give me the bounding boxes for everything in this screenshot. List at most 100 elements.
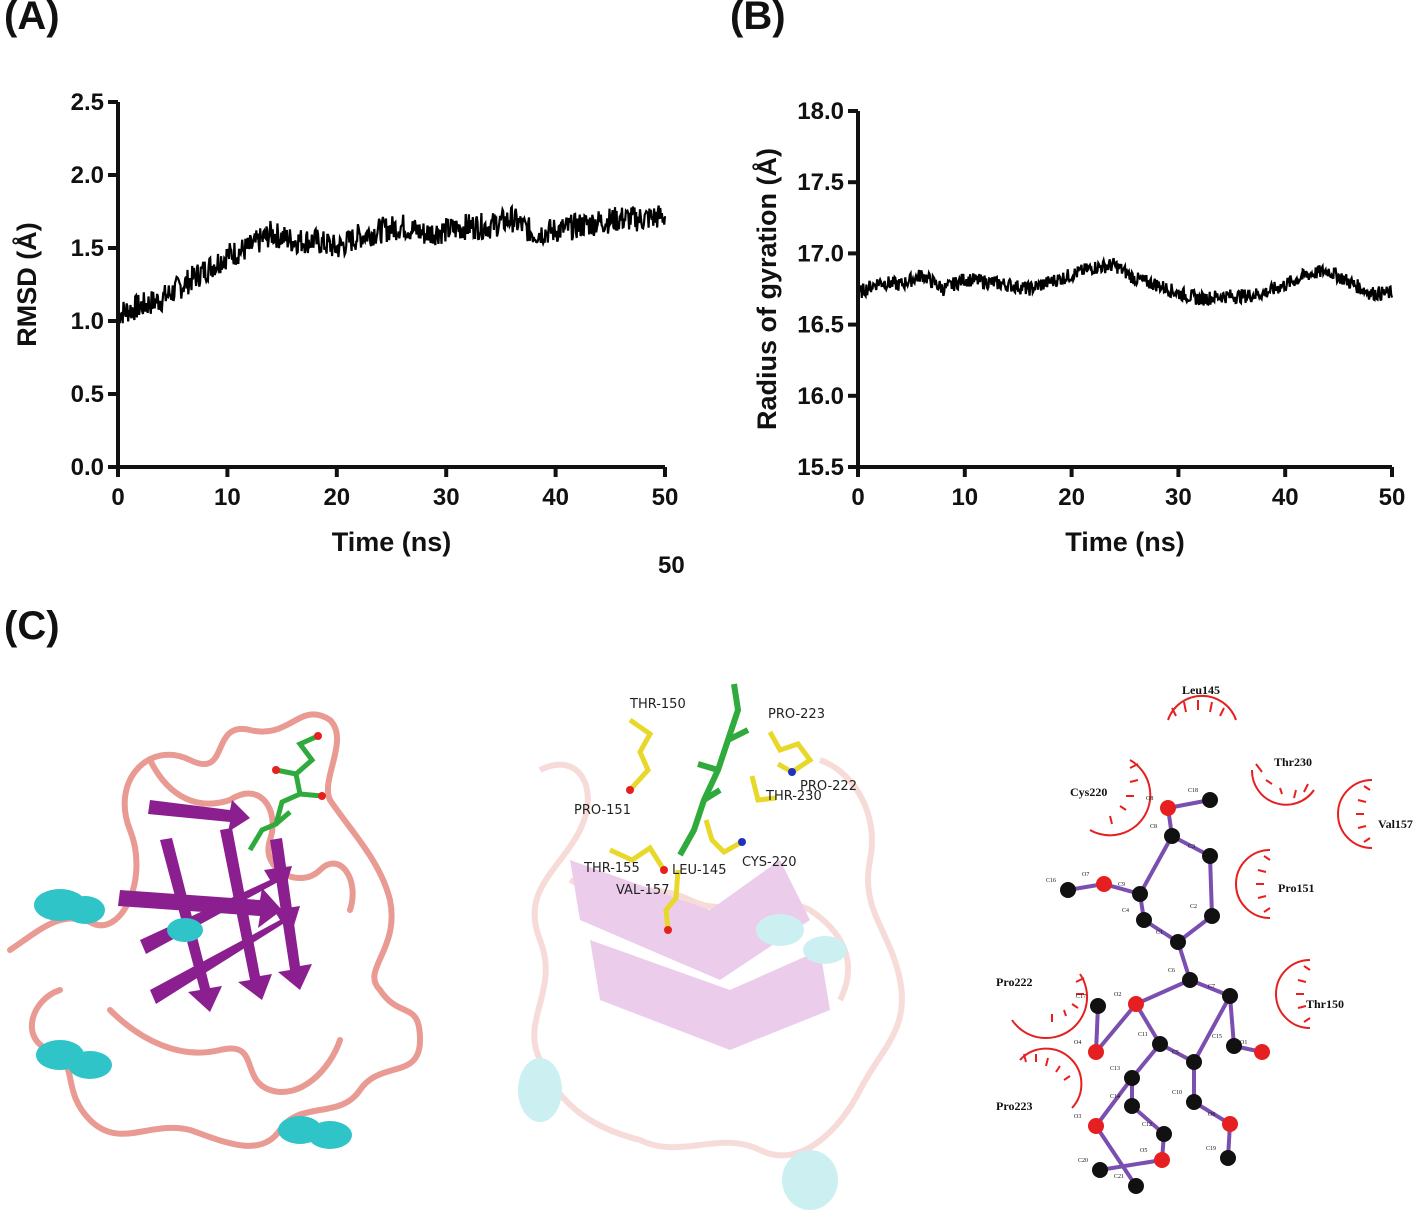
ligand-bond — [1099, 1158, 1163, 1172]
oxygen-atom — [1254, 1044, 1270, 1060]
binding-site-image: THR-150 PRO-223 PRO-222 THR-230 PRO-151 … — [518, 683, 905, 1210]
atom-label: O2 — [1114, 992, 1121, 998]
loop-region — [147, 757, 356, 913]
loop-region — [568, 877, 852, 1002]
atom-label: C15 — [1212, 1034, 1222, 1040]
ligand-bond — [1094, 1124, 1138, 1188]
atom-label: C18 — [1188, 788, 1198, 794]
carbon-atom — [1124, 1098, 1140, 1114]
ligand-sticks — [677, 683, 750, 857]
residue-label: PRO-223 — [768, 707, 825, 722]
residue-label: CYS-220 — [742, 855, 797, 870]
carbon-atom — [1156, 1126, 1172, 1142]
residue-label: THR-155 — [583, 861, 640, 876]
loop-region — [7, 711, 424, 1149]
atom-label: C7 — [1208, 984, 1215, 990]
loop-region — [531, 757, 905, 1159]
atom-label: C10 — [1172, 1090, 1182, 1096]
atom-label: C4 — [1122, 908, 1129, 914]
contact-arc-thr230 — [1250, 763, 1315, 806]
carbon-atom — [1182, 972, 1198, 988]
oxygen-atom — [1088, 1118, 1104, 1134]
y-tick-label: 16.0 — [797, 383, 844, 410]
residue-label: VAL-157 — [616, 883, 669, 898]
y-tick-label: 16.5 — [797, 312, 844, 339]
atom-label: C8 — [1150, 824, 1157, 830]
atom-label: O8 — [1146, 796, 1153, 802]
carbon-atom — [1204, 908, 1220, 924]
atom-label: C9 — [1118, 882, 1125, 888]
contact-arc-thr150 — [1275, 959, 1311, 1029]
ligplot-residue-label: Thr230 — [1274, 755, 1312, 769]
contact-arc-pro151 — [1235, 849, 1271, 919]
contact-arc-pro222 — [1011, 973, 1089, 1040]
ligand-oxygen-atoms — [272, 732, 326, 800]
residue-sticks — [608, 717, 814, 931]
carbon-atom — [1164, 828, 1180, 844]
ligand-bond — [1228, 995, 1236, 1047]
x-axis-title: Time (ns) — [332, 527, 452, 557]
carbon-atom — [1136, 912, 1152, 928]
ligand-bond — [1094, 1076, 1134, 1128]
y-tick-label: 15.5 — [797, 454, 844, 481]
atom-label: C5 — [1172, 1050, 1179, 1056]
atom-label: C19 — [1206, 1146, 1216, 1152]
series-line — [857, 255, 1394, 306]
atom-label: O6 — [1208, 1112, 1215, 1118]
carbon-atom — [1220, 1150, 1236, 1166]
ligand-atoms: C18 O8 C8 C3 O7 C16 C9 C2 C4 C1 C6 C7 C17 O2 C15 O1 O4 C1… — [1046, 788, 1270, 1194]
contact-arc-leu145 — [1167, 694, 1237, 721]
hydrophobic-contact-arcs — [1011, 694, 1373, 1109]
ligplot-diagram: Leu145 Thr230 Cys220 Val157 Pro151 Pro22… — [996, 683, 1413, 1194]
atom-label: O5 — [1140, 1148, 1147, 1154]
x-axis-title: Time (ns) — [1065, 527, 1185, 557]
alpha-helix — [34, 889, 352, 1149]
y-tick-label: 2.0 — [71, 162, 104, 189]
carbon-atom — [1060, 882, 1076, 898]
protein-cartoon-image — [7, 711, 424, 1149]
residue-label: THR-230 — [765, 789, 822, 804]
oxygen-atom — [1128, 996, 1144, 1012]
x-tick-label: 30 — [433, 484, 460, 511]
carbon-atom — [1090, 998, 1106, 1014]
ligand-bond — [1192, 995, 1232, 1063]
x-tick-label: 30 — [1165, 484, 1192, 511]
atom-label: C21 — [1114, 1174, 1124, 1180]
atom-label: O7 — [1082, 872, 1089, 878]
x-tick-label: 40 — [1272, 484, 1299, 511]
ligplot-residue-label: Leu145 — [1182, 683, 1220, 697]
contact-arc-pro223 — [1019, 1047, 1083, 1109]
panel-label-a: (A) — [4, 0, 60, 38]
x-tick-label: 10 — [214, 484, 241, 511]
y-tick-label: 1.0 — [71, 308, 104, 335]
carbon-atom — [1152, 1036, 1168, 1052]
y-tick-label: 1.5 — [71, 235, 104, 262]
oxygen-atom — [1096, 876, 1112, 892]
carbon-atom — [1170, 934, 1186, 950]
atom-label: O1 — [1240, 1040, 1247, 1046]
beta-sheet — [118, 800, 312, 1012]
carbon-atom — [1202, 792, 1218, 808]
atom-label: C3 — [1188, 844, 1195, 850]
contact-arc-cys220 — [1089, 759, 1152, 837]
residue-label: LEU-145 — [672, 863, 726, 878]
ligplot-residue-label: Pro222 — [996, 975, 1032, 989]
atom-label: O3 — [1074, 1114, 1081, 1120]
atom-label: C16 — [1046, 878, 1056, 884]
atom-label: C11 — [1138, 1032, 1148, 1038]
series-line — [116, 203, 667, 324]
atom-label: C6 — [1168, 968, 1175, 974]
x-tick-label: 40 — [542, 484, 569, 511]
x-tick-label: 10 — [951, 484, 978, 511]
contact-arc-val157 — [1337, 779, 1373, 849]
atom-label: C14 — [1110, 1094, 1120, 1100]
carbon-atom — [1186, 1094, 1202, 1110]
rmsd-chart: 0 10 20 30 40 50 0.0 0.5 1.0 1.5 2.0 2.5 Time (ns) RM… — [11, 89, 679, 557]
y-tick-label: 17.5 — [797, 169, 844, 196]
atom-label: C2 — [1190, 904, 1197, 910]
carbon-atom — [1186, 1054, 1202, 1070]
x-tick-label: 50 — [652, 484, 679, 511]
atom-label: C17 — [1076, 994, 1086, 1000]
radius-of-gyration-chart: 0 10 20 30 40 50 15.5 16.0 16.5 17.0 17.5 18.0 Time … — [751, 98, 1405, 557]
carbon-atom — [1202, 848, 1218, 864]
